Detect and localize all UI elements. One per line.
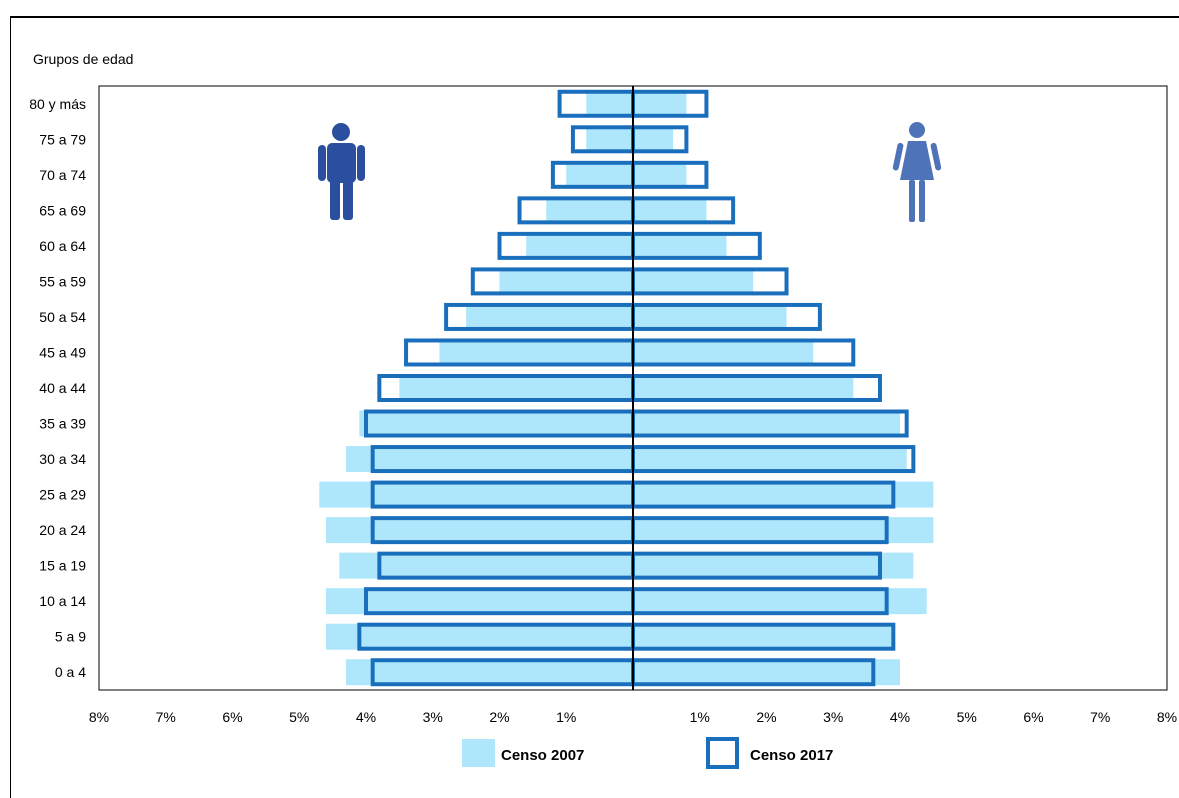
age-group-label: 30 a 34: [39, 451, 86, 467]
age-group-label: 45 a 49: [39, 344, 86, 360]
bar-2007-female: [633, 623, 894, 650]
bar-2007-female: [633, 268, 754, 295]
age-group-label: 55 a 59: [39, 273, 86, 289]
age-group-label: 65 a 69: [39, 202, 86, 218]
x-tick-label: 1%: [556, 709, 576, 725]
bar-2007-female: [633, 552, 914, 579]
age-group-label: 80 y más: [29, 96, 86, 112]
age-group-label: 75 a 79: [39, 131, 86, 147]
bar-2007-female: [633, 232, 727, 259]
bar-2007-female: [633, 659, 900, 686]
age-group-label: 5 a 9: [55, 629, 86, 645]
bar-2007-female: [633, 126, 674, 153]
x-tick-label: 5%: [289, 709, 309, 725]
bar-2007-male: [339, 552, 633, 579]
legend: Censo 2007 Censo 2017: [462, 737, 833, 769]
bar-2007-male: [359, 410, 633, 437]
x-tick-label: 2%: [489, 709, 509, 725]
bar-2007-male: [466, 303, 633, 330]
legend-label-censo-2007: Censo 2007: [501, 747, 584, 764]
bar-2007-male: [345, 659, 633, 686]
bar-2007-female: [633, 197, 707, 224]
legend-swatch-censo-2017: [706, 737, 739, 769]
x-axis-labels: 8% 7% 6% 5% 4% 3% 2% 1% 1% 2% 3% 4% 5% 6% 7% 8%: [89, 709, 1177, 725]
age-group-label: 35 a 39: [39, 416, 86, 432]
age-group-label: 60 a 64: [39, 238, 86, 254]
bar-2007-male: [325, 623, 633, 650]
x-tick-label: 4%: [356, 709, 376, 725]
x-tick-label: 3%: [423, 709, 443, 725]
bar-2007-female: [633, 588, 927, 615]
bar-2007-female: [633, 517, 934, 544]
legend-swatch-censo-2007: [462, 739, 495, 767]
x-tick-label: 7%: [1090, 709, 1110, 725]
series-censo-2007: [319, 90, 934, 686]
x-tick-label: 1%: [690, 709, 710, 725]
bar-2007-female: [633, 481, 934, 508]
bar-2007-male: [499, 268, 633, 295]
x-tick-label: 8%: [1157, 709, 1177, 725]
age-group-label: 20 a 24: [39, 522, 86, 538]
bar-2007-female: [633, 303, 787, 330]
bar-2007-male: [526, 232, 633, 259]
x-tick-label: 5%: [957, 709, 977, 725]
x-tick-label: 7%: [156, 709, 176, 725]
bar-2007-female: [633, 446, 907, 473]
bar-2007-female: [633, 161, 687, 188]
chart-frame: [10, 16, 1179, 798]
male-figure-icon: [318, 123, 365, 220]
age-group-label: 50 a 54: [39, 309, 86, 325]
x-tick-label: 6%: [1023, 709, 1043, 725]
x-tick-label: 2%: [756, 709, 776, 725]
x-tick-label: 8%: [89, 709, 109, 725]
age-group-label: 0 a 4: [55, 664, 86, 680]
bar-2007-male: [399, 375, 633, 401]
bar-2007-male: [586, 90, 633, 117]
age-group-label: 70 a 74: [39, 167, 86, 183]
bar-2007-female: [633, 90, 687, 117]
age-group-label: 40 a 44: [39, 380, 86, 396]
bar-2007-male: [546, 197, 633, 224]
y-axis-labels: 0 a 4 5 a 9 10 a 14 15 a 19 20 a 24 25 a 29 30…: [29, 96, 86, 680]
x-tick-label: 3%: [823, 709, 843, 725]
y-axis-title: Grupos de edad: [33, 51, 133, 67]
bar-2007-female: [633, 339, 814, 366]
bar-2007-male: [325, 588, 633, 615]
bar-2007-male: [325, 517, 633, 544]
age-group-label: 15 a 19: [39, 558, 86, 574]
legend-label-censo-2017: Censo 2017: [750, 747, 833, 764]
bar-2007-male: [586, 126, 633, 153]
bar-2007-female: [633, 410, 900, 437]
age-group-label: 25 a 29: [39, 487, 86, 503]
bar-2007-male: [345, 446, 633, 473]
bar-2007-female: [633, 375, 854, 401]
bar-2007-male: [319, 481, 633, 508]
age-group-label: 10 a 14: [39, 593, 86, 609]
bar-2007-male: [439, 339, 633, 366]
bar-2007-male: [566, 161, 633, 188]
x-tick-label: 6%: [222, 709, 242, 725]
female-figure-icon: [892, 122, 942, 222]
x-tick-label: 4%: [890, 709, 910, 725]
